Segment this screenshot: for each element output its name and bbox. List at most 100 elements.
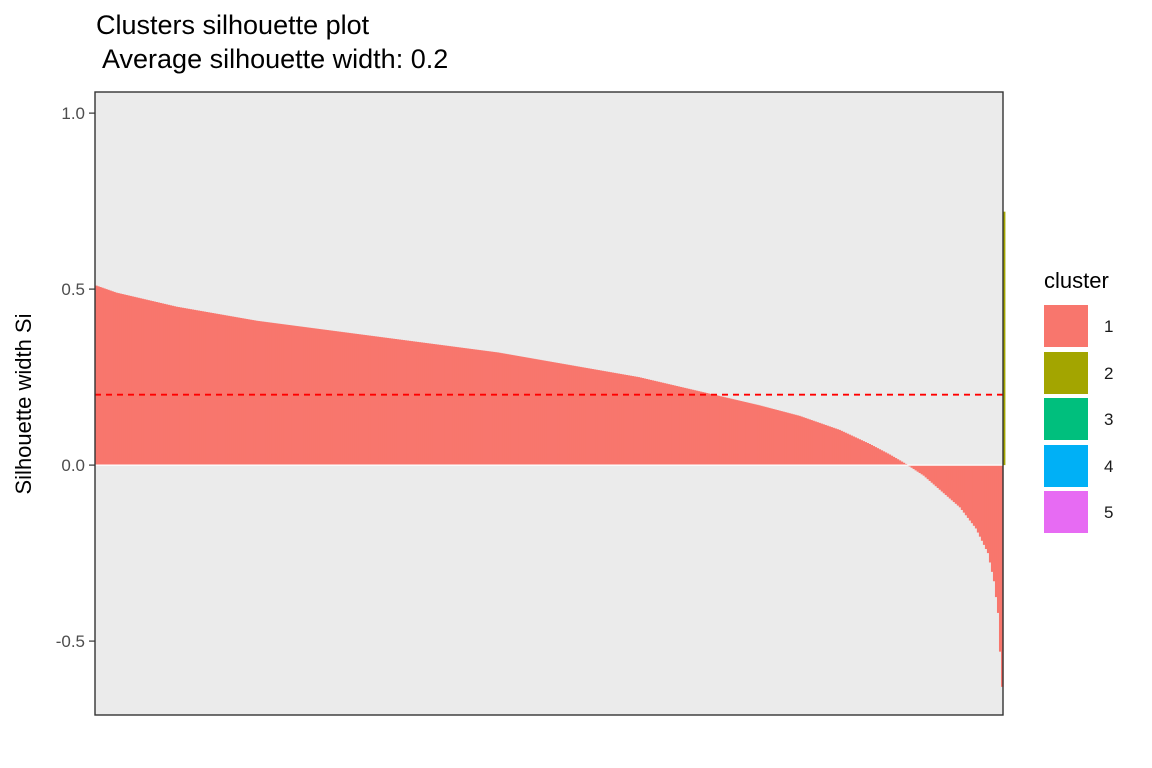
silhouette-bar-cluster-1: [703, 392, 707, 466]
silhouette-bar-cluster-1: [538, 359, 542, 466]
legend-item-3: 3: [1044, 397, 1113, 444]
silhouette-bar-cluster-1: [265, 322, 269, 466]
silhouette-bar-cluster-1: [784, 412, 787, 466]
silhouette-bar-cluster-1: [99, 287, 102, 466]
silhouette-bar-cluster-1: [980, 465, 984, 541]
silhouette-bar-cluster-1: [800, 416, 803, 466]
silhouette-bar-cluster-1: [761, 406, 765, 466]
silhouette-bar-cluster-1: [970, 465, 974, 524]
silhouette-bar-cluster-1: [382, 337, 385, 466]
silhouette-bar-cluster-1: [400, 339, 403, 466]
silhouette-bar-cluster-1: [683, 387, 687, 466]
silhouette-bar-cluster-1: [888, 454, 892, 466]
silhouette-bar-cluster-1: [719, 396, 723, 466]
silhouette-bar-cluster-1: [502, 353, 506, 466]
silhouette-bar-cluster-1: [555, 362, 558, 466]
silhouette-bar-cluster-1: [557, 363, 560, 466]
silhouette-bar-cluster-1: [870, 445, 874, 466]
silhouette-bar-cluster-1: [840, 430, 843, 466]
silhouette-bar-cluster-1: [641, 378, 645, 466]
silhouette-bar-cluster-1: [659, 382, 663, 466]
silhouette-bar-cluster-1: [163, 303, 166, 466]
silhouette-bar-cluster-1: [878, 449, 882, 466]
silhouette-bar-cluster-1: [364, 335, 367, 466]
legend: cluster 1 2 3 4 5: [1044, 268, 1113, 537]
silhouette-bar-cluster-1: [850, 435, 853, 466]
silhouette-bar-cluster-1: [778, 410, 781, 466]
legend-label-1: 1: [1104, 317, 1114, 337]
silhouette-bar-cluster-1: [237, 317, 241, 466]
silhouette-bar-cluster-1: [591, 369, 594, 466]
silhouette-bar-cluster-1: [227, 315, 231, 466]
silhouette-bar-cluster-1: [309, 327, 313, 466]
silhouette-bar-cluster-1: [458, 347, 462, 466]
silhouette-bar-cluster-1: [189, 309, 193, 466]
y-tick-label: 0.0: [61, 456, 85, 475]
silhouette-bar-cluster-1: [181, 307, 184, 466]
silhouette-bar-cluster-1: [695, 390, 699, 466]
silhouette-bar-cluster-1: [167, 304, 170, 466]
silhouette-bar-cluster-1: [757, 405, 761, 466]
silhouette-bar-cluster-1: [826, 425, 829, 466]
silhouette-bar-cluster-1: [918, 465, 922, 474]
silhouette-bar-cluster-1: [498, 352, 502, 466]
silhouette-bar-cluster-1: [665, 383, 669, 466]
silhouette-bar-cluster-1: [581, 367, 584, 466]
silhouette-bar-cluster-1: [860, 440, 863, 466]
silhouette-bar-cluster-1: [773, 409, 777, 466]
silhouette-bar-cluster-1: [962, 465, 966, 513]
silhouette-bar-cluster-1: [97, 286, 100, 466]
silhouette-bar-cluster-1: [687, 388, 691, 466]
silhouette-bar-cluster-1: [231, 316, 235, 466]
silhouette-bar-cluster-1: [814, 421, 817, 466]
silhouette-bar-cluster-1: [442, 345, 446, 466]
silhouette-bar-cluster-1: [516, 355, 520, 466]
silhouette-bar-cluster-1: [884, 452, 888, 466]
silhouette-bar-cluster-1: [605, 371, 608, 466]
y-tick-label: 0.5: [61, 280, 85, 299]
silhouette-bar-cluster-1: [201, 311, 205, 466]
silhouette-bar-cluster-1: [219, 314, 223, 466]
silhouette-bar-cluster-1: [143, 299, 146, 466]
silhouette-bar-cluster-1: [115, 292, 118, 466]
silhouette-bar-cluster-1: [810, 420, 813, 466]
silhouette-bar-cluster-1: [629, 375, 632, 466]
silhouette-bar-cluster-1: [245, 319, 249, 466]
silhouette-bar-cluster-1: [177, 307, 180, 466]
silhouette-bar-cluster-1: [663, 383, 667, 466]
silhouette-bar-cluster-1: [450, 346, 454, 466]
silhouette-bar-cluster-1: [832, 427, 835, 466]
silhouette-bar-cluster-1: [366, 335, 369, 466]
silhouette-bar-cluster-1: [673, 385, 677, 466]
silhouette-bar-cluster-1: [287, 325, 291, 466]
silhouette-bar-cluster-1: [862, 441, 865, 466]
silhouette-bar-cluster-1: [408, 340, 411, 466]
silhouette-bar-cluster-1: [151, 301, 154, 466]
silhouette-bar-cluster-1: [974, 465, 978, 529]
silhouette-bar-cluster-1: [153, 301, 156, 466]
silhouette-bar-cluster-1: [573, 365, 576, 466]
silhouette-bar-cluster-1: [342, 332, 345, 466]
silhouette-bar-cluster-1: [587, 368, 590, 466]
silhouette-bar-cluster-1: [890, 455, 894, 466]
silhouette-bar-cluster-1: [617, 373, 620, 466]
silhouette-bar-cluster-1: [211, 313, 215, 466]
silhouette-bar-cluster-1: [257, 321, 261, 466]
silhouette-bar-cluster-1: [466, 348, 470, 466]
silhouette-bar-cluster-1: [583, 367, 586, 466]
silhouette-bar-cluster-1: [743, 401, 747, 466]
silhouette-bar-cluster-1: [984, 465, 988, 549]
silhouette-bar-cluster-1: [892, 456, 896, 466]
silhouette-bar-cluster-1: [141, 298, 144, 466]
silhouette-bar-cluster-1: [422, 342, 426, 466]
silhouette-bar-cluster-1: [313, 328, 317, 466]
silhouette-bar-cluster-1: [454, 346, 458, 466]
silhouette-bar-cluster-1: [468, 348, 472, 466]
legend-key-5: [1044, 491, 1088, 536]
silhouette-bar-cluster-1: [410, 341, 413, 466]
silhouette-bar-cluster-1: [701, 392, 705, 466]
silhouette-bar-cluster-1: [609, 372, 612, 466]
silhouette-bar-cluster-1: [681, 387, 685, 466]
silhouette-bar-cluster-1: [721, 396, 725, 466]
silhouette-bar-cluster-1: [910, 465, 914, 468]
